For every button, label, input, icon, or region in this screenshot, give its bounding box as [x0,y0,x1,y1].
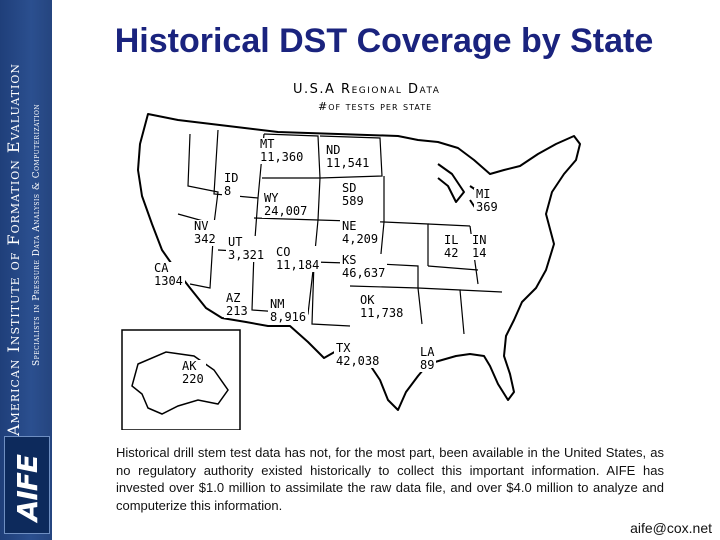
usa-map: U.S.A Regional Data #of tests per state … [118,74,588,430]
state-ok: OK 11,738 [358,293,406,320]
logo-text: AIFE [11,455,44,522]
state-value: 369 [476,200,498,214]
state-nv: NV 342 [192,220,218,246]
state-code: CA [154,261,169,275]
state-value: 11,184 [276,258,320,272]
state-tx: TX 42,038 [334,341,382,368]
sidebar: American Institute of Formation Evaluati… [0,0,52,540]
state-code: AK [182,359,197,373]
sidebar-text: American Institute of Formation Evaluati… [2,8,50,436]
state-value: 342 [194,232,216,246]
state-value: 1304 [154,274,183,288]
state-id: ID 8 [222,171,241,198]
state-ut: UT 3,321 [226,235,267,262]
state-la: LA 89 [418,345,437,372]
state-code: WY [264,191,279,205]
description-text: Historical drill stem test data has not,… [116,445,664,513]
state-mi: MI 369 [474,188,500,214]
state-mt: MT 11,360 [258,137,306,164]
state-in: IN 14 [470,233,489,260]
state-code: MI [476,187,491,201]
organization-name: American Institute of Formation Evaluati… [4,62,23,436]
state-az: AZ 213 [224,292,250,318]
state-code: NM [270,297,285,311]
state-value: 24,007 [264,204,308,218]
state-value: 589 [342,194,364,208]
state-code: NE [342,219,357,233]
state-co: CO 11,184 [274,245,322,272]
state-value: 11,541 [326,156,370,170]
state-value: 8 [224,184,232,198]
state-code: SD [342,181,357,195]
state-ne: NE 4,209 [340,219,381,246]
aife-logo: AIFE [4,436,50,534]
map-heading: U.S.A Regional Data [293,82,441,97]
state-code: IL [444,233,459,247]
state-code: LA [420,345,435,359]
state-code: NV [194,219,209,233]
state-il: IL 42 [442,233,461,260]
state-code: UT [228,235,243,249]
state-ks: KS 46,637 [340,253,388,280]
state-value: 220 [182,372,204,386]
state-value: 3,321 [228,248,265,262]
state-value: 213 [226,304,248,318]
state-nd: ND 11,541 [324,143,372,170]
state-value: 14 [472,246,487,260]
state-nm: NM 8,916 [268,297,309,324]
state-value: 4,209 [342,232,379,246]
state-sd: SD 589 [340,182,366,208]
state-code: CO [276,245,291,259]
state-value: 89 [420,358,435,372]
state-value: 46,637 [342,266,386,280]
state-ca: CA 1304 [152,262,185,288]
map-subheading: #of tests per state [318,100,433,113]
state-code: ND [326,143,341,157]
state-wy: WY 24,007 [262,191,310,218]
state-code: AZ [226,291,241,305]
state-code: KS [342,253,357,267]
state-code: IN [472,233,487,247]
state-value: 11,738 [360,306,404,320]
state-value: 11,360 [260,150,304,164]
slide-title: Historical DST Coverage by State [114,22,654,60]
state-code: TX [336,341,351,355]
contact-email[interactable]: aife@cox.net [630,520,712,536]
state-value: 8,916 [270,310,307,324]
state-code: OK [360,293,375,307]
state-code: ID [224,171,239,185]
organization-tagline: Specialists in Pressure Data Analysis & … [32,103,42,366]
state-code: MT [260,137,275,151]
state-ak: AK 220 [180,360,206,386]
state-value: 42,038 [336,354,380,368]
state-value: 42 [444,246,459,260]
